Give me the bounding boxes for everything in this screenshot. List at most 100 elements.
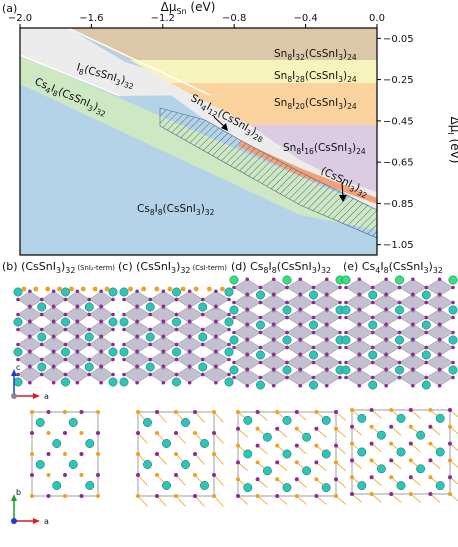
cesium-atom bbox=[61, 347, 70, 357]
tin-atom bbox=[69, 286, 74, 292]
svg-text:a: a bbox=[44, 517, 49, 526]
iodine-atom bbox=[111, 342, 115, 347]
iodine-atom bbox=[111, 372, 115, 377]
bond bbox=[449, 409, 458, 418]
iodine-atom bbox=[338, 330, 342, 335]
atom bbox=[275, 443, 280, 448]
iodine-atom bbox=[370, 315, 375, 320]
bond bbox=[449, 493, 458, 502]
cesium-atom bbox=[172, 317, 181, 327]
iodine-atom bbox=[187, 289, 192, 294]
iodine-atom bbox=[200, 297, 205, 302]
atom bbox=[79, 473, 84, 477]
iodine-atom bbox=[357, 292, 362, 297]
x-axis-title: ΔμSn (eV) bbox=[161, 0, 216, 16]
atom bbox=[389, 492, 394, 496]
atom bbox=[428, 475, 433, 480]
cesium-atom bbox=[229, 365, 239, 375]
arrow-sn4i12 bbox=[213, 116, 228, 131]
atom bbox=[136, 452, 140, 456]
atom bbox=[255, 410, 260, 414]
cesium-atom bbox=[198, 302, 208, 312]
atom bbox=[155, 410, 159, 414]
iodine-atom bbox=[87, 297, 92, 302]
atom bbox=[350, 441, 354, 446]
x-tick-label: −1.6 bbox=[79, 13, 103, 24]
iodine-atom bbox=[232, 300, 236, 305]
cesium-atom bbox=[262, 466, 272, 476]
cesium-atom bbox=[37, 332, 47, 342]
iodine-atom bbox=[338, 315, 342, 320]
atom bbox=[79, 410, 84, 414]
iodine-atom bbox=[214, 304, 218, 309]
cesium-atom bbox=[181, 418, 190, 427]
iodine-atom bbox=[258, 315, 263, 320]
cesium-atom bbox=[395, 335, 404, 345]
atom bbox=[63, 452, 67, 456]
atom bbox=[174, 410, 178, 414]
cesium-atom bbox=[162, 481, 171, 490]
iodine-atom bbox=[87, 372, 92, 377]
cesium-atom bbox=[368, 290, 378, 300]
cesium-atom bbox=[198, 332, 208, 342]
iodine-atom bbox=[227, 297, 231, 302]
iodine-atom bbox=[285, 315, 289, 320]
atom bbox=[30, 410, 34, 414]
iodine-atom bbox=[99, 380, 103, 385]
cesium-atom bbox=[162, 439, 171, 448]
iodine-atom bbox=[214, 364, 218, 369]
iodine-atom bbox=[370, 375, 375, 380]
cesium-atom bbox=[376, 430, 386, 440]
iodine-atom bbox=[451, 330, 455, 335]
iodine-atom bbox=[384, 383, 388, 388]
iodine-atom bbox=[51, 380, 56, 385]
iodine-atom bbox=[161, 334, 166, 339]
structure-side-e bbox=[341, 275, 458, 390]
iodine-atom bbox=[437, 277, 442, 282]
bond bbox=[175, 432, 186, 444]
iodine-atom bbox=[437, 307, 442, 312]
atom bbox=[428, 441, 433, 446]
iodine-atom bbox=[122, 327, 126, 332]
iodine-atom bbox=[451, 300, 455, 305]
iodine-atom bbox=[344, 345, 348, 350]
atom bbox=[350, 408, 354, 412]
cesium-atom bbox=[448, 275, 458, 285]
svg-text:a: a bbox=[44, 392, 49, 401]
iodine-atom bbox=[63, 342, 68, 347]
bond bbox=[410, 493, 421, 503]
y-axis-title: ΔμI (eV) bbox=[446, 117, 458, 164]
iodine-atom bbox=[135, 304, 139, 309]
structure-top-e bbox=[350, 408, 458, 503]
iodine-atom bbox=[161, 380, 166, 385]
iodine-atom bbox=[271, 367, 276, 372]
iodine-atom bbox=[122, 297, 126, 302]
cesium-atom bbox=[357, 481, 367, 491]
tin-atom bbox=[21, 286, 27, 292]
iodine-atom bbox=[258, 285, 263, 290]
atom bbox=[389, 441, 394, 446]
unit-cell bbox=[237, 411, 337, 497]
iodine-atom bbox=[187, 349, 192, 354]
cesium-atom bbox=[200, 481, 209, 490]
atom bbox=[155, 431, 159, 435]
iodine-atom bbox=[424, 300, 429, 305]
iodine-atom bbox=[357, 322, 362, 327]
iodine-atom bbox=[174, 357, 179, 362]
atom bbox=[448, 492, 452, 496]
cesium-atom bbox=[172, 287, 181, 297]
iodine-atom bbox=[227, 312, 231, 317]
atom bbox=[350, 475, 354, 480]
iodine-atom bbox=[148, 372, 153, 377]
bond bbox=[296, 478, 307, 488]
axes-indicator-top: b a bbox=[11, 488, 49, 526]
cesium-atom bbox=[321, 415, 331, 425]
iodine-atom bbox=[424, 330, 429, 335]
iodine-atom bbox=[324, 292, 329, 297]
cesium-atom bbox=[282, 449, 292, 459]
cesium-atom bbox=[243, 449, 253, 459]
bond bbox=[316, 428, 327, 438]
cesium-atom bbox=[52, 481, 62, 490]
bond bbox=[237, 428, 249, 438]
iodine-atom bbox=[258, 345, 263, 350]
